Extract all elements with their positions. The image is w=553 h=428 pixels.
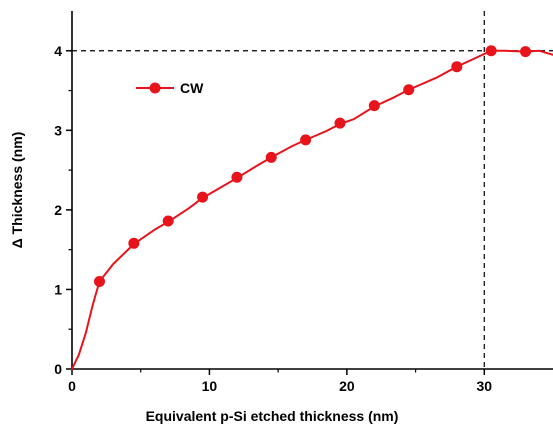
x-tick-label: 0	[68, 378, 76, 394]
data-point	[265, 151, 277, 163]
legend-marker	[149, 82, 161, 94]
data-point	[128, 237, 140, 249]
y-tick-label: 0	[54, 361, 62, 377]
x-tick-label: 30	[476, 378, 492, 394]
data-point	[231, 171, 243, 183]
series-line-cw	[71, 49, 553, 370]
data-point	[93, 275, 105, 287]
data-point	[368, 100, 380, 112]
x-tick-label: 10	[202, 378, 218, 394]
data-point	[162, 215, 174, 227]
data-point	[451, 61, 463, 73]
series-layer	[71, 45, 553, 370]
x-axis-title: Equivalent p-Si etched thickness (nm)	[146, 408, 399, 424]
data-point	[300, 134, 312, 146]
y-tick-label: 3	[54, 122, 62, 138]
y-tick-label: 1	[54, 281, 62, 297]
axis-ticks	[66, 50, 486, 375]
data-point	[197, 191, 209, 203]
data-point	[334, 117, 346, 129]
data-point	[485, 45, 497, 57]
axes	[71, 11, 553, 370]
tick-labels: 0 10 20 30 0 1 2 3 4	[54, 43, 492, 394]
reference-lines	[72, 11, 553, 369]
y-tick-label: 4	[54, 43, 62, 59]
data-point	[403, 84, 415, 96]
x-tick-label: 20	[339, 378, 355, 394]
y-axis-title: Δ Thickness (nm)	[9, 132, 25, 249]
legend: CW	[136, 80, 204, 96]
data-point	[520, 46, 532, 58]
y-tick-label: 2	[54, 202, 62, 218]
legend-label-cw: CW	[180, 80, 204, 96]
